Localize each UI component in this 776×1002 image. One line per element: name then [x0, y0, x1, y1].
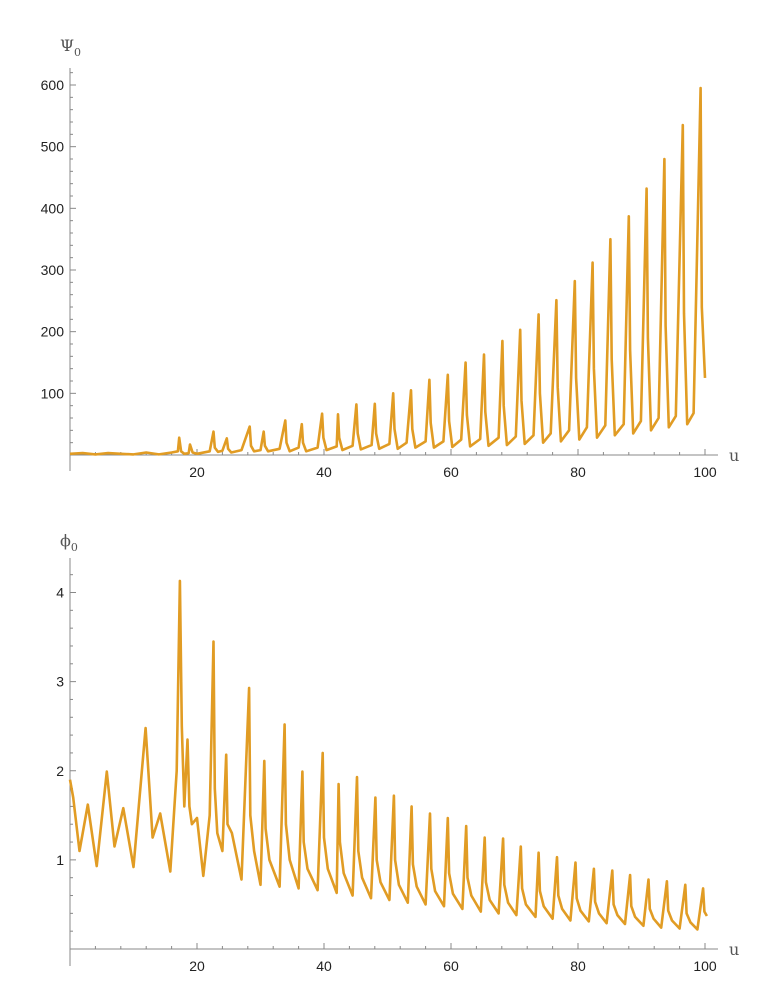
- chart-psi-series-line: [69, 86, 707, 456]
- chart-phi-y-tick-label: 1: [56, 852, 64, 868]
- chart-psi-x-tick-label: 40: [316, 464, 332, 480]
- chart-phi-x-tick-label: 20: [189, 958, 205, 974]
- chart-phi-y-label: ϕ0: [60, 531, 78, 554]
- chart-psi-y-ticks: 100 200 300 400 500 600: [41, 72, 76, 444]
- chart-phi-x-ticks: 20 40 60 80 100: [94, 943, 717, 974]
- chart-psi-y-tick-label: 100: [41, 385, 65, 401]
- chart-psi-x-label: u: [729, 446, 739, 465]
- chart-psi-x-tick-label: 80: [570, 464, 586, 480]
- chart-psi-y-tick-label: 400: [41, 200, 65, 216]
- chart-phi-x-tick-label: 100: [693, 958, 717, 974]
- chart-psi-x-ticks: 20 40 60 80 100: [94, 449, 717, 480]
- chart-phi: 1 2 3 4 20 40 60 80 100 ϕ0 u: [56, 531, 739, 974]
- chart-psi-y-tick-label: 300: [41, 262, 65, 278]
- chart-psi-y-tick-label: 200: [41, 324, 65, 340]
- chart-psi-x-tick-label: 60: [443, 464, 459, 480]
- chart-psi-y-tick-label: 500: [41, 139, 65, 155]
- chart-phi-x-tick-label: 60: [443, 958, 459, 974]
- chart-psi-y-tick-label: 600: [41, 77, 65, 93]
- chart-phi-y-ticks: 1 2 3 4: [56, 574, 76, 932]
- chart-psi-x-tick-label: 100: [693, 464, 717, 480]
- chart-psi: 100 200 300 400 500 600 20 40 60 80 100 Ψ0 u: [41, 36, 740, 480]
- chart-phi-x-tick-label: 80: [570, 958, 586, 974]
- chart-psi-y-label: Ψ0: [60, 36, 81, 59]
- chart-phi-series-line: [68, 579, 709, 931]
- chart-psi-x-tick-label: 20: [189, 464, 205, 480]
- chart-phi-y-tick-label: 3: [56, 674, 64, 690]
- chart-phi-y-tick-label: 2: [56, 763, 64, 779]
- chart-phi-x-label: u: [729, 940, 739, 959]
- chart-phi-y-tick-label: 4: [56, 585, 64, 601]
- chart-phi-x-tick-label: 40: [316, 958, 332, 974]
